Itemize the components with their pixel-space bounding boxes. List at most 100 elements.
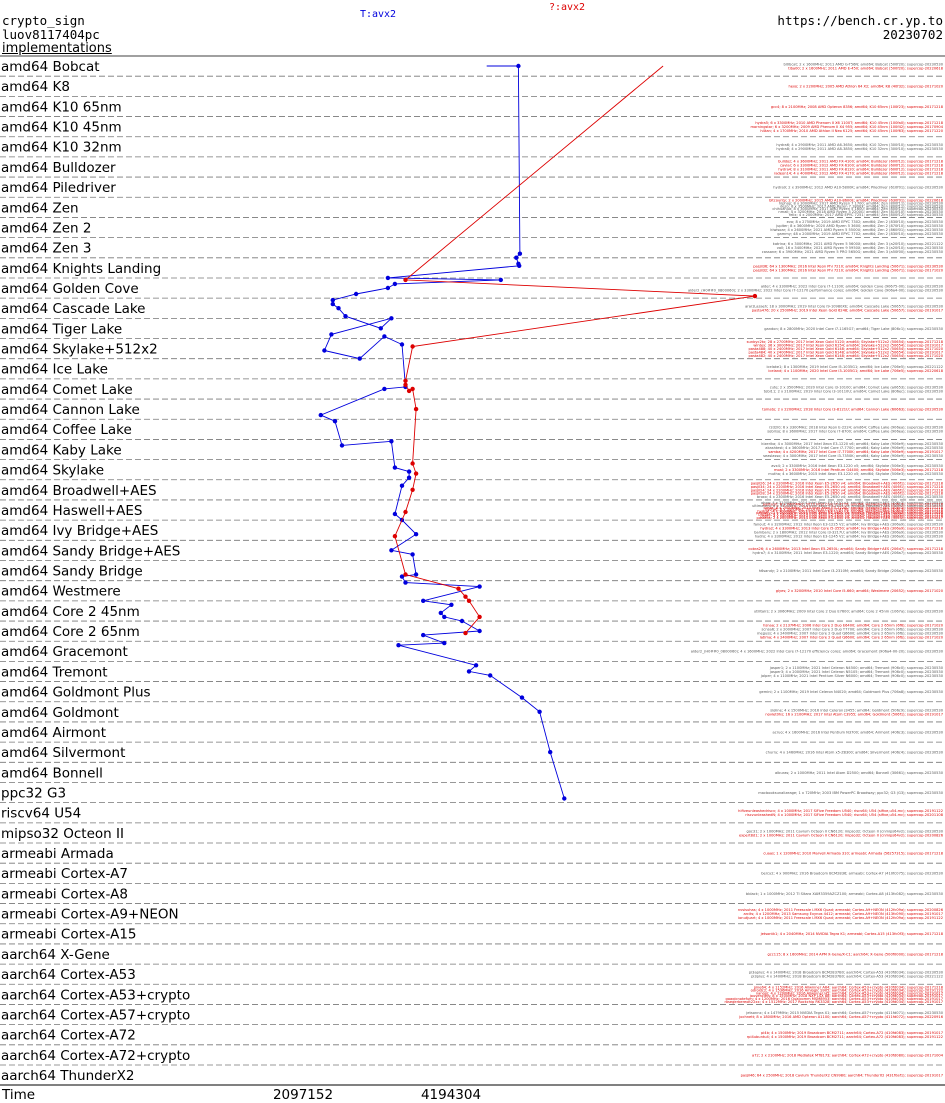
source-url[interactable]: https://bench.cr.yp.to xyxy=(777,13,943,28)
machine-detail: alburas; 2 x 1000MHz; 2011 Intel Atom D2… xyxy=(775,771,944,775)
machine-detail: samba; 4 x 4200MHz; 2017 Intel Core i7-7… xyxy=(768,450,943,454)
machine-detail: pasjil28; 24 x 2200MHz; 2016 Intel Xeon … xyxy=(751,492,944,496)
machine-detail: tomato; 2 x 2200MHz; 2018 Intel Core i3-… xyxy=(762,408,943,412)
machine-detail: pasjil32; 64 x 1300MHz; 2016 Intel Xeon … xyxy=(753,268,943,272)
machine-detail: bercy2; 4 x 900MHz; 2016 Broadcom BCM283… xyxy=(761,872,943,876)
machine-detail: bambaru; 2 x 1800MHz; 2012 Intel Core i3… xyxy=(754,531,944,535)
machine-detail: tiba00; 2 x 1600MHz; 2011 AMD E-450; amd… xyxy=(788,67,943,71)
machine-detail: ubbf2; 4 x 2000MHz; 2014 Intel Xeon E5-2… xyxy=(760,514,943,518)
category-row: amd64 Core 2 45nm utilitairs; 2 x 3060MHz… xyxy=(0,600,945,620)
machine-detail: alder2_(H0##0_0800060); 4 x 1600MHz; 202… xyxy=(691,650,944,654)
data-point xyxy=(516,63,521,69)
data-point xyxy=(343,314,348,319)
category-row: amd64 Silvermont churry; 4 x 1460MHz; 201… xyxy=(0,741,945,761)
category-row: amd64 Tiger Lake gandon; 8 x 2800MHz; 202… xyxy=(0,317,945,337)
machine-detail: ohoo; 4 x 3100MHz; 2014 Intel Xeon E3-12… xyxy=(761,501,944,505)
machine-detail: hydro; 4 x 3300MHz; 2012 Intel Xeon E3-1… xyxy=(755,535,944,539)
data-point xyxy=(392,511,398,517)
data-point xyxy=(421,632,426,638)
machine-detail: kiwisoar; 4 x 2600MHz; 2021 AMD Ryzen 5 … xyxy=(770,228,943,232)
category-row: amd64 Tremont jasper1; 2 x 1100MHz; 2021 … xyxy=(0,661,945,680)
machine-detail: macbooksunalizeage; 1 x 720MHz; 2003 IBM… xyxy=(758,791,943,795)
machine-detail: wintex; 36 x 3000MHz; 2017 Intel Xeon Go… xyxy=(753,344,943,348)
machine-detail: pasta488; 40 x 2400MHz; 2017 Intel Xeon … xyxy=(748,347,943,351)
machine-detail: tobi11; 2 x 2100MHz; 2019 Intel Core i3-… xyxy=(764,389,944,393)
machine-detail: dezo; 8 x 3500MHz; 2017 AMD Ryzen 7 1800… xyxy=(780,204,944,208)
machine-detail: bl0bcat; 2 x 1600MHz; 2011 AMD G-T56N; a… xyxy=(783,63,943,67)
category-row: armeabi Armada cuaas; 1 x 1200MHz; 2010 M… xyxy=(0,842,945,862)
machine-detail: jalper; 4 x 1100MHz; 2021 Intel Pentium … xyxy=(760,674,944,678)
data-point xyxy=(403,572,408,577)
data-point xyxy=(382,386,387,392)
data-point xyxy=(562,796,567,801)
machine-detail: hydra2; 4 x 3300MHz; 2013 Intel Core i5-… xyxy=(760,527,943,531)
category-label: amd64 Coffee Lake xyxy=(1,422,132,438)
machine-detail: ionutjuart; 4 x 1000MHz; 2011 Freescale … xyxy=(738,916,943,920)
category-label: amd64 Zen xyxy=(1,200,79,216)
machine-detail: hsnaa; 2 x 2137MHz; 2006 Intel Core 2 Du… xyxy=(763,624,944,628)
machine-detail: pasjil36; 64 x 1300MHz; 2016 Intel Xeon … xyxy=(753,264,943,268)
category-row: amd64 Westmere glyes; 2 x 3200MHz; 2010 I… xyxy=(0,580,945,600)
category-row: amd64 Goldmont Plus gemini; 2 x 1100MHz; … xyxy=(0,681,945,701)
category-row: amd64 Bulldozer bulldoz; 4 x 3600MHz; 201… xyxy=(0,156,945,176)
category-label: amd64 Core 2 45nm xyxy=(1,604,140,620)
data-point xyxy=(514,255,519,260)
category-label: aarch64 Cortex-A72+crypto xyxy=(1,1048,190,1064)
category-row: amd64 Goldmont sioline; 4 x 1500MHz; 2016… xyxy=(0,701,945,721)
category-row: amd64 Airmont acruo; 4 x 1600MHz; 2016 In… xyxy=(0,721,945,741)
machine-detail: hydra6; 8 x 3000MHz; 2014 Intel Core i7-… xyxy=(765,508,944,512)
machine-detail: pasta6; 12 x 2000MHz; 2014 Intel Xeon E5… xyxy=(756,511,944,515)
machine-detail: fanout; 4 x 3200MHz; 2012 Intel Xeon E3-… xyxy=(754,523,944,527)
data-point xyxy=(382,334,387,339)
category-row: aarch64 Cortex-A53+crypto pine64; 4 x 115… xyxy=(0,983,945,1004)
data-point xyxy=(752,293,758,299)
category-label: amd64 Silvermont xyxy=(1,745,125,761)
category-row: amd64 Piledriver hydra9; 2 x 3900MHz; 201… xyxy=(0,176,945,196)
category-row: amd64 Bonnell alburas; 2 x 1000MHz; 2011 … xyxy=(0,761,945,781)
data-point xyxy=(357,356,362,361)
machine-detail: cassane; 6 x 3900MHz; 2021 AMD Ryzen 5 P… xyxy=(762,250,944,254)
data-point xyxy=(438,610,443,616)
category-label: amd64 Comet Lake xyxy=(1,382,133,398)
machine-detail: seaslasso; 4 x 3000MHz; 2017 Intel Core … xyxy=(763,454,944,458)
machine-detail: pasjil24; 24 x 2200MHz; 2016 Intel Xeon … xyxy=(751,488,944,492)
category-label: armeabi Cortex-A9+NEON xyxy=(1,907,179,923)
data-point xyxy=(353,291,359,297)
machine-detail: hexo; 2 x 2200MHz; 2005 AMD Athlon 64 X2… xyxy=(788,85,943,89)
data-point xyxy=(336,306,341,311)
data-point xyxy=(459,618,465,624)
data-point xyxy=(449,602,454,607)
implementations-heading: implementations xyxy=(2,41,112,56)
machine-detail: gemini; 2 x 1100MHz; 2019 Intel Celeron … xyxy=(759,690,943,694)
category-label: amd64 Goldmont Plus xyxy=(1,685,151,701)
machine-detail: meguss; 4 x 2400MHz; 2007 Intel Core 2 Q… xyxy=(757,632,944,636)
category-row: amd64 K10 45nm hydra5; 6 x 3300MHz; 2010 … xyxy=(0,116,945,136)
data-point xyxy=(403,382,408,387)
machine-detail: pasta482; 40 x 2400MHz; 2017 Intel Xeon … xyxy=(748,354,943,358)
machine-detail: avx4; 2 x 3300MHz; 2016 Intel Xeon E3-12… xyxy=(771,464,943,468)
category-label: amd64 Airmont xyxy=(1,725,106,741)
data-point xyxy=(406,475,412,480)
series-line xyxy=(394,65,755,634)
machine-detail: alder; 4 x 3300MHz; 2022 Intel Core i7-1… xyxy=(761,284,944,288)
machine-detail: rpi4ubuntu4; 4 x 1500MHz; 2019 Broadcom … xyxy=(747,1035,943,1039)
machine-detail: cuaas; 1 x 1200MHz; 2010 Marvell Armada … xyxy=(763,852,943,856)
data-point xyxy=(410,461,415,466)
report-date: 20230702 xyxy=(882,27,943,42)
category-label: amd64 Tiger Lake xyxy=(1,321,122,337)
category-label: amd64 K10 45nm xyxy=(1,120,122,136)
category-label: amd64 Ice Lake xyxy=(1,362,108,378)
machine-detail: hydra1; 4 x 3000MHz; 2013 Intel Xeon E3-… xyxy=(757,509,943,513)
machine-detail: pasta4; 4 x 2400MHz; 2014 Intel Xeon E5-… xyxy=(758,513,943,517)
category-label: armeabi Armada xyxy=(1,846,114,862)
data-point xyxy=(385,285,391,291)
machine-detail: hydra5; 6 x 3300MHz; 2010 AMD Phenom II … xyxy=(755,121,943,125)
category-label: ppc32 G3 xyxy=(1,785,66,801)
machine-detail: hydra9; 2 x 3900MHz; 2012 AMD A10-5800K;… xyxy=(773,186,943,190)
machine-detail: cobra26; 4 x 2600MHz; 2013 Intel Xeon E5… xyxy=(748,547,943,551)
data-point xyxy=(456,586,461,591)
machine-detail: vall; 16 x 3400MHz; 2021 AMD Ryzen 9 595… xyxy=(777,246,944,250)
data-point xyxy=(406,388,412,394)
data-point xyxy=(477,628,482,634)
